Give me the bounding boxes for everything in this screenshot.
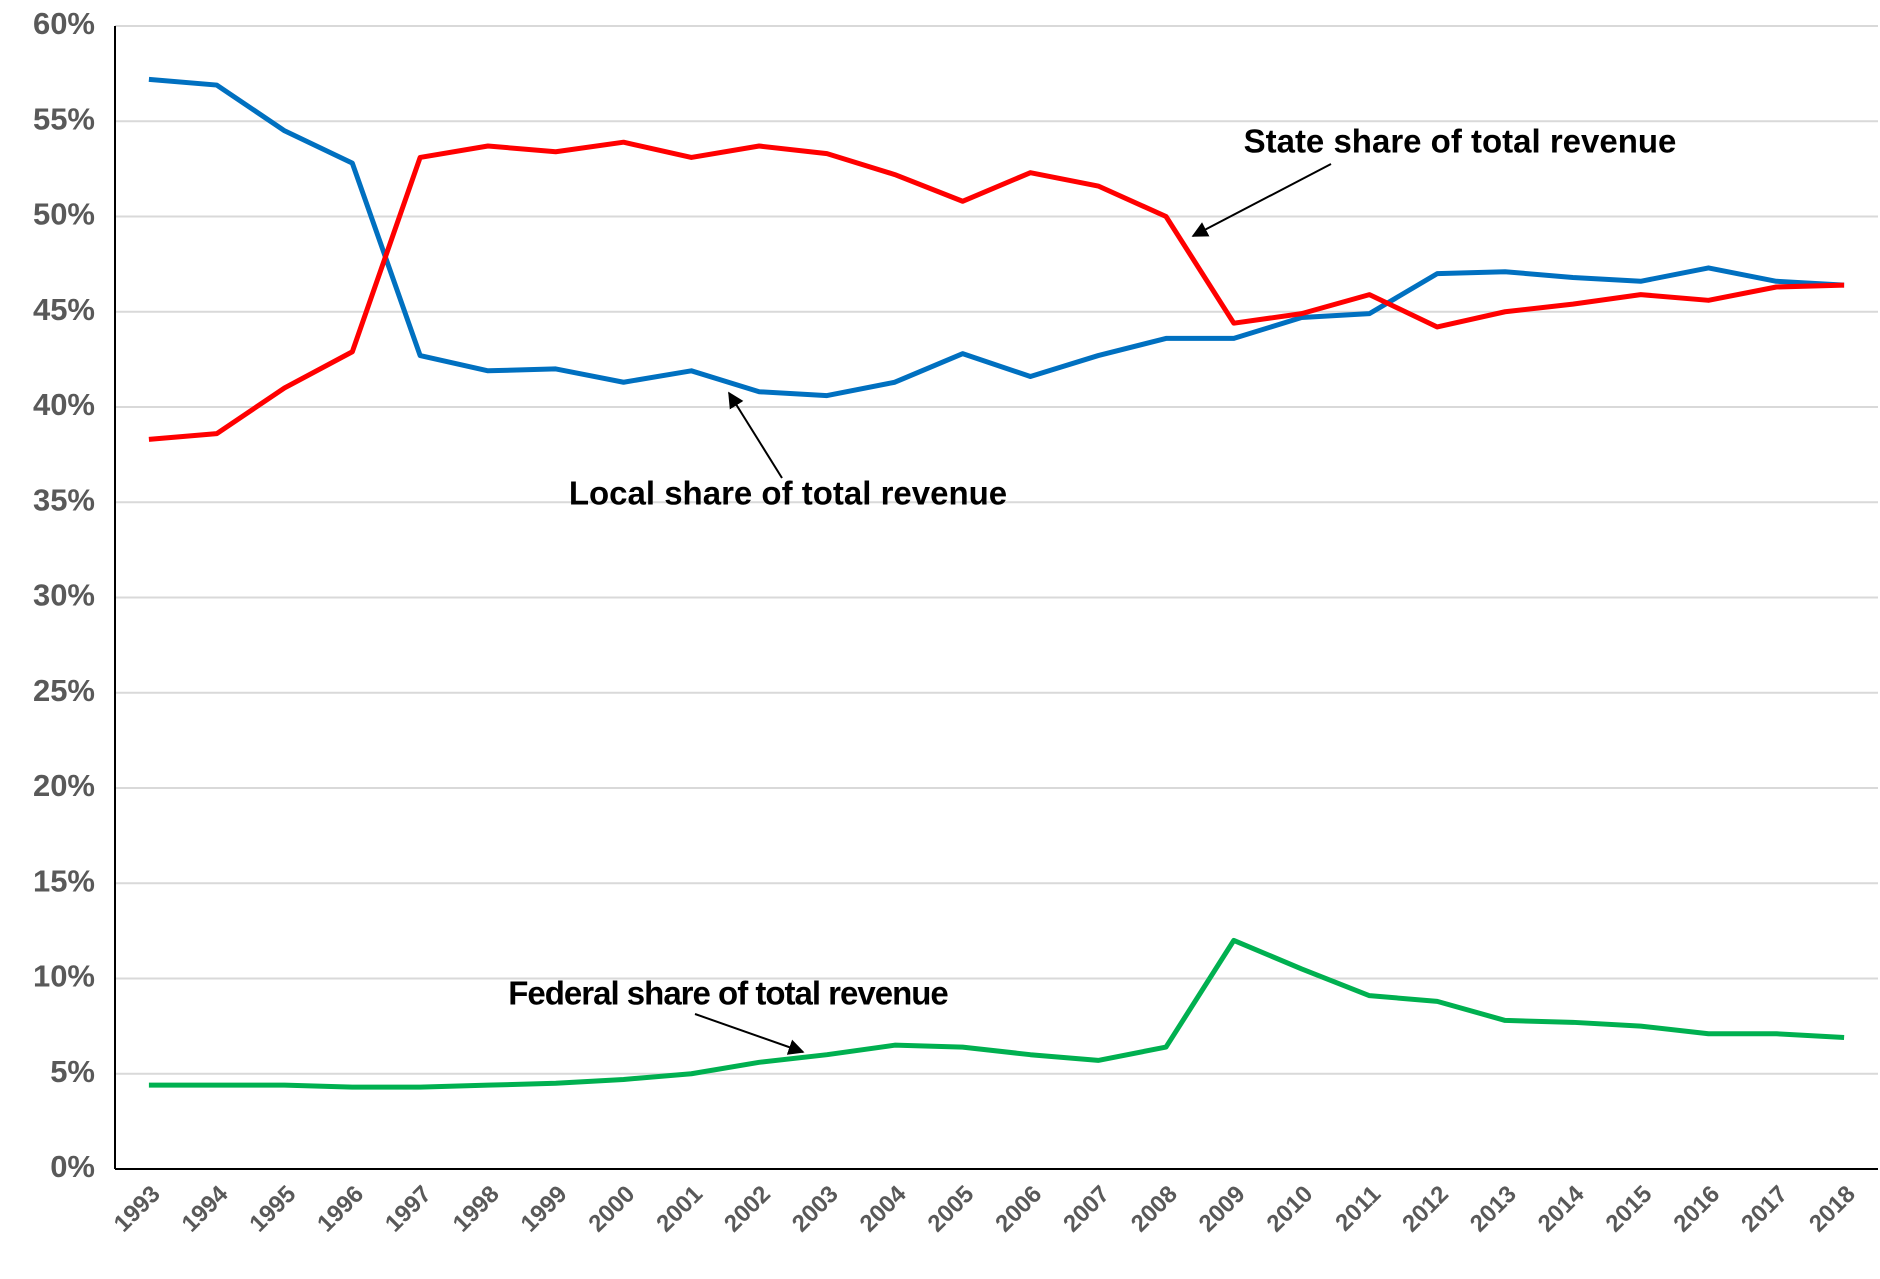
annotation: Local share of total revenue xyxy=(569,475,1007,512)
annotation-arrow xyxy=(1191,163,1332,237)
x-tick-label: 2007 xyxy=(1058,1181,1115,1238)
y-tick-label: 40% xyxy=(33,387,95,422)
series-line xyxy=(148,937,1845,1090)
annotation-arrow xyxy=(728,391,783,479)
annotation: State share of total revenue xyxy=(1244,123,1677,160)
x-tick-label: 2006 xyxy=(990,1181,1047,1238)
y-tick-label: 5% xyxy=(50,1054,95,1089)
series-line xyxy=(148,76,1845,399)
y-tick-label: 15% xyxy=(33,863,95,898)
x-tick-label: 2010 xyxy=(1262,1181,1319,1238)
series-line xyxy=(148,139,1845,442)
x-tick-label: 2014 xyxy=(1533,1180,1590,1237)
y-tick-label: 20% xyxy=(33,768,95,803)
x-tick-label: 1993 xyxy=(109,1181,166,1238)
y-tick-label: 55% xyxy=(33,101,95,136)
x-tick-label: 2017 xyxy=(1736,1181,1793,1238)
x-tick-label: 2018 xyxy=(1804,1181,1861,1238)
x-tick-label: 2005 xyxy=(922,1181,979,1238)
x-tick-label: 1999 xyxy=(516,1181,573,1238)
x-tick-label: 2016 xyxy=(1668,1181,1725,1238)
y-tick-label: 10% xyxy=(33,959,95,994)
y-tick-label: 0% xyxy=(50,1149,95,1184)
x-tick-label: 2015 xyxy=(1601,1181,1658,1238)
x-tick-label: 2013 xyxy=(1465,1181,1522,1238)
x-tick-label: 1998 xyxy=(448,1181,505,1238)
y-tick-label: 50% xyxy=(33,197,95,232)
x-tick-label: 2009 xyxy=(1194,1181,1251,1238)
x-tick-label: 2002 xyxy=(719,1181,776,1238)
x-tick-label: 1996 xyxy=(312,1181,369,1238)
x-tick-label: 2004 xyxy=(855,1180,912,1237)
y-tick-label: 30% xyxy=(33,578,95,613)
x-tick-label: 2001 xyxy=(651,1181,708,1238)
x-tick-label: 2011 xyxy=(1330,1181,1386,1237)
x-tick-label: 2003 xyxy=(787,1181,844,1238)
x-tick-label: 2012 xyxy=(1397,1181,1454,1238)
y-tick-label: 60% xyxy=(33,6,95,41)
x-tick-label: 1997 xyxy=(380,1181,437,1238)
x-tick-label: 2008 xyxy=(1126,1181,1183,1238)
y-tick-label: 45% xyxy=(33,292,95,327)
annotation: Federal share of total revenue xyxy=(508,975,948,1012)
y-tick-label: 35% xyxy=(33,482,95,517)
annotation-arrow xyxy=(694,1013,805,1055)
x-tick-label: 2000 xyxy=(583,1181,640,1238)
x-tick-label: 1994 xyxy=(177,1180,234,1237)
x-tick-label: 1995 xyxy=(244,1181,301,1238)
y-tick-label: 25% xyxy=(33,673,95,708)
